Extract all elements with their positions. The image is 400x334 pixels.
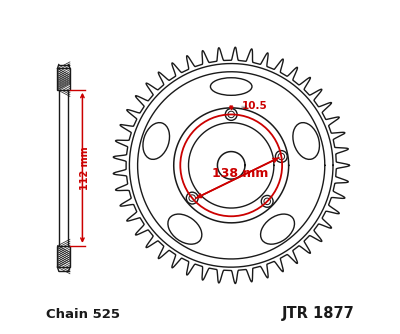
Circle shape	[186, 192, 198, 204]
Circle shape	[276, 151, 287, 162]
Ellipse shape	[168, 214, 202, 244]
Text: 138 mm: 138 mm	[212, 167, 268, 180]
Circle shape	[225, 109, 237, 120]
Circle shape	[228, 111, 234, 118]
Ellipse shape	[260, 214, 294, 244]
Bar	[58, 246, 70, 267]
Text: 10.5: 10.5	[242, 101, 268, 111]
Circle shape	[261, 195, 273, 207]
Ellipse shape	[210, 78, 252, 95]
Text: JTR 1877: JTR 1877	[282, 306, 354, 321]
Text: 112 mm: 112 mm	[80, 146, 90, 190]
Circle shape	[278, 153, 284, 160]
Bar	[59, 77, 68, 259]
Text: Chain 525: Chain 525	[46, 308, 120, 321]
Ellipse shape	[143, 123, 170, 159]
Text: $\Rightarrow$: $\Rightarrow$	[239, 103, 248, 110]
Circle shape	[264, 198, 270, 205]
Bar	[58, 68, 70, 90]
Polygon shape	[113, 47, 350, 284]
Ellipse shape	[293, 123, 320, 159]
Circle shape	[189, 195, 196, 201]
